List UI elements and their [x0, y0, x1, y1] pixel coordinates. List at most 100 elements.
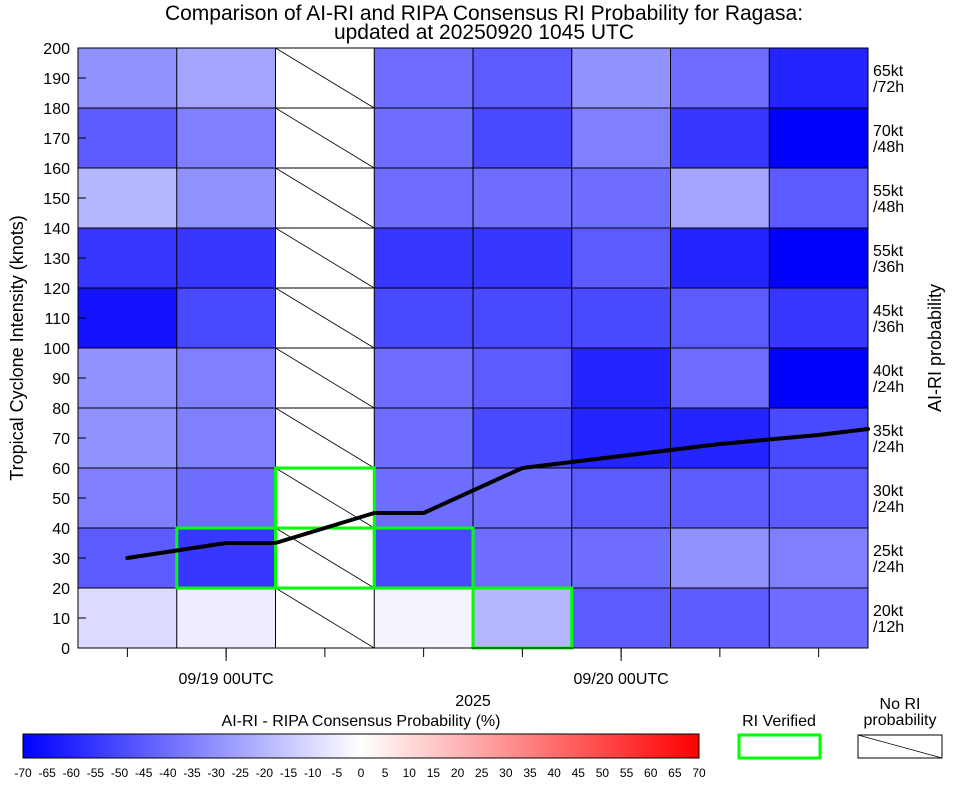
legend-ri-verified-swatch: [737, 733, 822, 760]
heatmap-cell: [176, 468, 276, 528]
no-ri-hatch-line: [275, 407, 375, 469]
heatmap-cell: [473, 288, 572, 348]
heatmap-cell: [78, 108, 177, 168]
heatmap-cell: [769, 528, 868, 588]
heatmap-cell: [473, 168, 572, 228]
colorbar-tick-label: -25: [232, 766, 250, 780]
right-axis-label-line2: /72h: [873, 79, 904, 96]
heatmap-cell: [473, 48, 572, 108]
colorbar-tick-label: -65: [38, 766, 56, 780]
no-ri-hatch-line: [275, 167, 375, 229]
heatmap-cell: [78, 408, 177, 468]
heatmap-cell: [670, 588, 770, 648]
colorbar-tick-label: 40: [547, 766, 561, 780]
no-ri-hatch-line: [275, 287, 375, 349]
right-axis-label-line2: /36h: [873, 259, 904, 276]
no-ri-hatching: [275, 47, 375, 649]
heatmap-cell: [769, 48, 868, 108]
y-tick-label: 40: [52, 521, 70, 538]
heatmap-cell: [176, 288, 276, 348]
y-tick-label: 80: [52, 401, 70, 418]
colorbar-tick-label: -70: [14, 766, 32, 780]
colorbar-tick-label: -50: [111, 766, 129, 780]
y-tick-label: 90: [52, 371, 70, 388]
x-tick-label: 09/20 00UTC: [574, 671, 669, 688]
heatmap-cell: [78, 288, 177, 348]
right-axis-label-line1: 30kt: [873, 483, 904, 500]
heatmap-cell: [769, 108, 868, 168]
heatmap-cell: [473, 528, 572, 588]
colorbar: [22, 733, 700, 759]
colorbar-tick-label: 10: [403, 766, 417, 780]
y-axis-label: Tropical Cyclone Intensity (knots): [7, 215, 27, 480]
intensity-line: [125, 427, 870, 560]
chart-title-line1: Comparison of AI-RI and RIPA Consensus R…: [165, 2, 803, 25]
y-tick-label: 180: [43, 101, 70, 118]
colorbar-tick-label: -10: [304, 766, 322, 780]
heatmap-cell: [473, 228, 572, 288]
heatmap-cell: [769, 348, 868, 408]
y-tick-label: 100: [43, 341, 70, 358]
heatmap-cell: [374, 528, 473, 588]
x-year-label: 2025: [455, 693, 491, 710]
y-tick-label: 140: [43, 221, 70, 238]
y-tick-label: 190: [43, 71, 70, 88]
right-axis-label-line1: 20kt: [873, 603, 904, 620]
intensity-series-line: [125, 427, 870, 560]
heatmap-cell: [670, 228, 770, 288]
right-axis-label-line1: 55kt: [873, 243, 904, 260]
colorbar-tick-label: 35: [523, 766, 537, 780]
colorbar-tick-label: -35: [183, 766, 201, 780]
heatmap-cell: [78, 348, 177, 408]
ri-verified-box: [372, 526, 475, 590]
y-tick-label: 110: [44, 311, 70, 328]
x-axis-ticks: 09/19 00UTC 09/20 00UTC: [126, 648, 820, 688]
no-ri-hatch-line: [275, 47, 375, 109]
heatmap-cell: [571, 468, 671, 528]
heatmap-cell: [670, 168, 770, 228]
heatmap-cells: [78, 48, 868, 648]
y-tick-label: 160: [43, 161, 70, 178]
colorbar-tick-label: -55: [87, 766, 105, 780]
colorbar-tick-label: -5: [332, 766, 343, 780]
no-ri-hatch-line: [275, 347, 375, 409]
heatmap-cell: [769, 228, 868, 288]
no-ri-hatch-line: [275, 227, 375, 289]
heatmap-cell: [374, 108, 473, 168]
colorbar-tick-label: -20: [256, 766, 274, 780]
no-ri-hatch-line: [275, 107, 375, 169]
colorbar-tick-label: 25: [475, 766, 489, 780]
legend-no-ri-hatch: [857, 734, 943, 759]
heatmap-cell: [769, 588, 868, 648]
colorbar-tick-label: 0: [358, 766, 365, 780]
y-tick-label: 30: [52, 551, 70, 568]
colorbar-tick-label: 5: [382, 766, 389, 780]
heatmap-cell: [374, 48, 473, 108]
heatmap-cell: [473, 588, 572, 648]
y-tick-label: 60: [52, 461, 70, 478]
y-axis-ticks: 0 10 20 30 40 50 60 70 80 90 100 110 120 130 140 150 160…: [43, 41, 86, 658]
heatmap-cell: [670, 408, 770, 468]
heatmap-cell: [176, 348, 276, 408]
legend-no-ri-label-line1: No RI: [880, 696, 921, 713]
y-tick-label: 200: [43, 41, 70, 58]
colorbar-tick-label: -30: [207, 766, 225, 780]
heatmap-cell: [374, 288, 473, 348]
heatmap-cell: [571, 168, 671, 228]
right-axis-label-line2: /36h: [873, 319, 904, 336]
right-axis-label-line1: 55kt: [873, 183, 904, 200]
chart-title-line2: updated at 20250920 1045 UTC: [334, 21, 634, 44]
heatmap-cell: [769, 288, 868, 348]
right-axis-label-line2: /24h: [873, 379, 904, 396]
right-axis-labels: 20kt/12h25kt/24h30kt/24h35kt/24h40kt/24h…: [849, 63, 904, 649]
heatmap-cell: [769, 168, 868, 228]
right-axis-label-line2: /12h: [873, 619, 904, 636]
colorbar-tick-label: 55: [620, 766, 634, 780]
heatmap-cell: [571, 348, 671, 408]
heatmap-cell: [374, 168, 473, 228]
heatmap-cell: [374, 348, 473, 408]
colorbar-tick-label: -40: [159, 766, 177, 780]
y-tick-label: 0: [61, 641, 70, 658]
heatmap-cell: [670, 468, 770, 528]
y-tick-label: 170: [43, 131, 70, 148]
